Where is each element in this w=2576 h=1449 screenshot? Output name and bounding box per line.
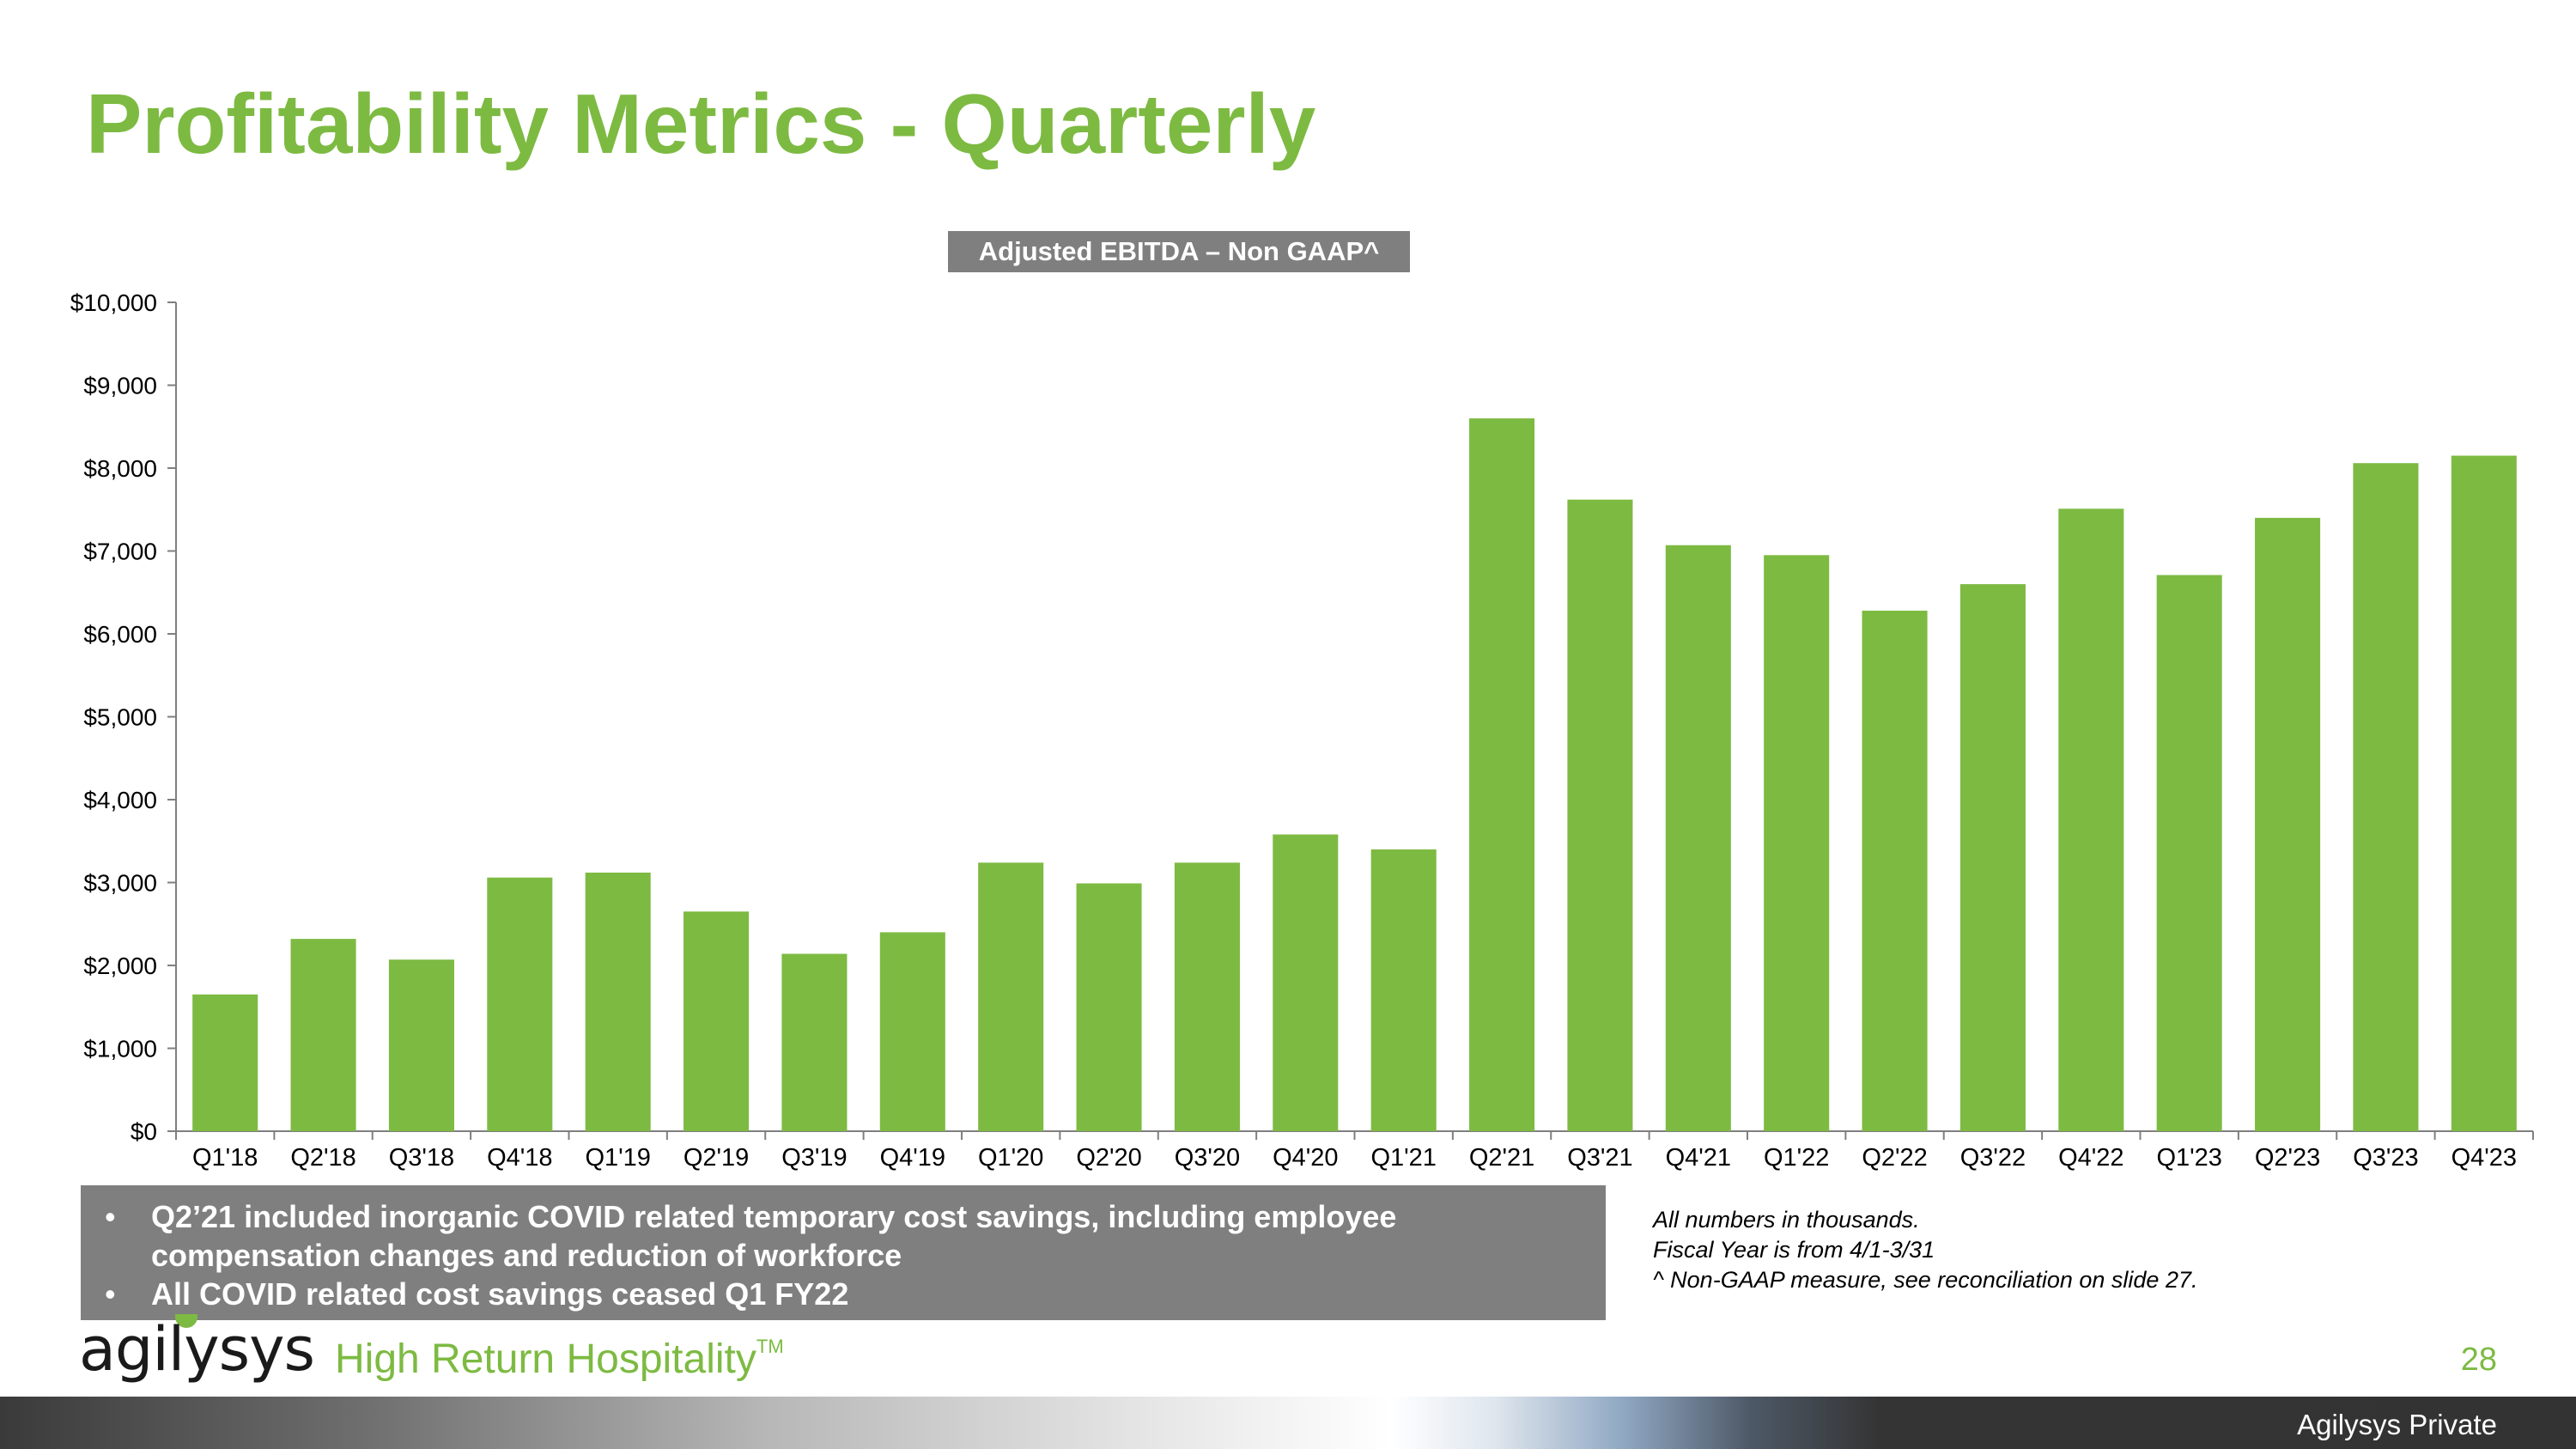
slide-title: Profitability Metrics - Quarterly	[86, 76, 1316, 171]
x-tick-label: Q4'22	[2058, 1144, 2123, 1172]
y-tick-label: $5,000	[83, 704, 157, 731]
bar	[2451, 455, 2517, 1131]
x-tick-label: Q1'22	[1764, 1144, 1829, 1172]
bar	[1567, 499, 1633, 1131]
y-tick-label: $3,000	[83, 870, 157, 897]
x-tick-label: Q2'19	[683, 1144, 749, 1172]
bar	[290, 939, 356, 1131]
y-tick-label: $8,000	[83, 455, 157, 482]
x-tick-label: Q1'19	[585, 1144, 650, 1172]
bar	[781, 953, 848, 1131]
logo-dot-icon	[175, 1314, 197, 1328]
ebitda-bar-chart: $0 $1,000 $2,000 $3,000 $4,000 $5,000 $6,000 $7…	[70, 289, 2534, 1172]
bar	[1174, 862, 1240, 1131]
x-tick-label: Q3'19	[781, 1144, 847, 1172]
footnote: ^ Non-GAAP measure, see reconciliation o…	[1653, 1267, 2198, 1293]
bullet-icon: •	[105, 1276, 116, 1312]
x-tick-label: Q1'23	[2156, 1144, 2221, 1172]
bar	[585, 872, 651, 1131]
bar	[1469, 418, 1535, 1132]
bar	[2255, 517, 2321, 1131]
trademark-mark: TM	[756, 1336, 784, 1357]
note-text: Q2’21 included inorganic COVID related t…	[151, 1199, 1397, 1273]
y-tick-label: $0	[131, 1118, 157, 1145]
x-tick-label: Q4'20	[1273, 1144, 1338, 1172]
x-tick-label: Q4'21	[1666, 1144, 1731, 1172]
bar	[487, 877, 553, 1131]
y-tick-label: $4,000	[83, 787, 157, 813]
notes-box: • Q2’21 included inorganic COVID related…	[81, 1185, 1606, 1320]
bar	[388, 959, 454, 1131]
y-tick-label: $2,000	[83, 953, 157, 979]
tagline: High Return HospitalityTM	[335, 1336, 784, 1383]
bar	[1273, 834, 1339, 1131]
x-tick-label: Q3'21	[1567, 1144, 1632, 1172]
page-number: 28	[2460, 1342, 2497, 1378]
bar	[1370, 849, 1437, 1131]
x-tick-label: Q2'20	[1076, 1144, 1141, 1172]
agilysys-logo: agilysys	[79, 1314, 337, 1400]
x-tick-label: Q3'23	[2353, 1144, 2418, 1172]
bar	[1076, 883, 1142, 1131]
footer-band	[0, 1397, 2576, 1449]
note-text: All COVID related cost savings ceased Q1…	[151, 1276, 849, 1312]
bar	[2353, 463, 2419, 1131]
bar	[2156, 575, 2222, 1131]
bar	[879, 932, 945, 1131]
bar	[1862, 610, 1928, 1131]
x-tick-label: Q1'20	[978, 1144, 1043, 1172]
x-tick-label: Q3'18	[389, 1144, 454, 1172]
bar	[2058, 508, 2124, 1131]
footnote: All numbers in thousands.	[1653, 1207, 1920, 1233]
note-item: • Q2’21 included inorganic COVID related…	[101, 1197, 1589, 1275]
x-tick-label: Q2'23	[2255, 1144, 2320, 1172]
x-tick-label: Q4'19	[880, 1144, 945, 1172]
footnote: Fiscal Year is from 4/1-3/31	[1653, 1237, 1935, 1263]
note-item: • All COVID related cost savings ceased …	[101, 1275, 1589, 1313]
chart-title: Adjusted EBITDA – Non GAAP^	[948, 231, 1410, 272]
y-tick-label: $7,000	[83, 539, 157, 565]
x-tick-label: Q2'18	[290, 1144, 355, 1172]
y-tick-label: $9,000	[83, 373, 157, 399]
bar	[192, 994, 258, 1131]
x-tick-label: Q3'22	[1960, 1144, 2026, 1172]
classification-label: Agilysys Private	[2297, 1409, 2497, 1440]
y-tick-label: $6,000	[83, 621, 157, 648]
bar	[683, 911, 750, 1131]
bar	[978, 862, 1044, 1131]
x-tick-label: Q4'18	[487, 1144, 552, 1172]
bar	[1959, 584, 2026, 1131]
x-tick-label: Q2'22	[1862, 1144, 1927, 1172]
logo-wordmark: agilysys	[79, 1314, 315, 1385]
y-tick-label: $10,000	[70, 289, 157, 316]
bar	[1764, 555, 1830, 1131]
x-tick-label: Q1'18	[192, 1144, 258, 1172]
x-tick-label: Q3'20	[1175, 1144, 1240, 1172]
bar	[1665, 545, 1731, 1131]
footnotes: All numbers in thousands. Fiscal Year is…	[1653, 1205, 2198, 1295]
x-tick-label: Q2'21	[1469, 1144, 1534, 1172]
y-tick-label: $1,000	[83, 1036, 157, 1062]
x-tick-label: Q4'23	[2451, 1144, 2517, 1172]
bullet-icon: •	[105, 1199, 116, 1234]
x-tick-label: Q1'21	[1370, 1144, 1436, 1172]
tagline-text: High Return Hospitality	[335, 1336, 756, 1382]
